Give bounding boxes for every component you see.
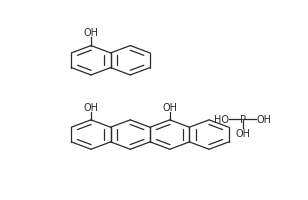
Text: P: P [240, 115, 245, 124]
Text: OH: OH [83, 28, 99, 38]
Text: OH: OH [83, 102, 99, 112]
Text: OH: OH [235, 128, 250, 138]
Text: OH: OH [256, 115, 271, 124]
Text: OH: OH [162, 102, 177, 112]
Text: HO: HO [214, 115, 229, 124]
